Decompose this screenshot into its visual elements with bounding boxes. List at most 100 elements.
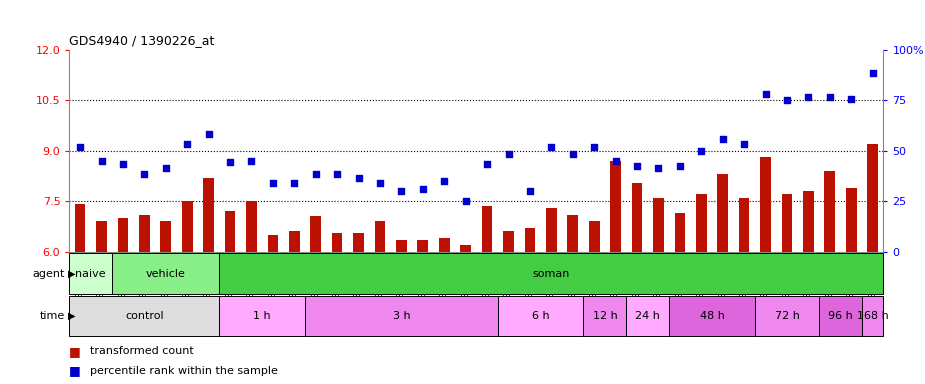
Point [287,180,302,186]
Point [329,171,344,177]
Bar [498,296,584,336]
Text: 24 h: 24 h [635,311,660,321]
Point [94,158,109,164]
Point [437,178,451,184]
Point [780,97,795,103]
Point [137,171,152,177]
Point [480,161,495,167]
Bar [696,194,707,252]
Text: vehicle: vehicle [146,268,186,279]
Bar [845,188,857,252]
Text: percentile rank within the sample: percentile rank within the sample [90,366,278,376]
Point [544,144,559,151]
Text: ▶: ▶ [68,311,76,321]
Bar [139,215,150,252]
Text: ▶: ▶ [68,268,76,279]
Point [630,163,645,169]
Point [223,159,238,166]
Text: 72 h: 72 h [774,311,799,321]
Point [394,188,409,194]
Bar [589,221,599,252]
Bar [396,240,407,252]
Bar [820,296,862,336]
Bar [669,296,755,336]
Point [308,171,323,177]
Text: 1 h: 1 h [253,311,271,321]
Bar [760,157,771,252]
Bar [610,161,621,252]
Bar [862,296,883,336]
Point [801,94,816,100]
Bar [112,253,219,294]
Bar [567,215,578,252]
Point [523,188,537,194]
Text: 3 h: 3 h [392,311,410,321]
Bar [267,235,278,252]
Text: GDS4940 / 1390226_at: GDS4940 / 1390226_at [69,34,215,47]
Text: ■: ■ [69,345,85,358]
Bar [117,218,129,252]
Point [672,163,687,169]
Bar [69,253,112,294]
Bar [824,171,835,252]
Text: transformed count: transformed count [90,346,193,356]
Point [116,161,130,167]
Point [565,151,580,157]
Point [458,198,473,204]
Bar [626,296,669,336]
Bar [225,211,235,252]
Point [202,131,216,137]
Bar [305,296,498,336]
Point [158,164,173,170]
Bar [632,183,642,252]
Text: 48 h: 48 h [699,311,724,321]
Point [715,136,730,142]
Bar [718,174,728,252]
Bar [803,191,814,252]
Bar [755,296,820,336]
Text: 96 h: 96 h [828,311,853,321]
Point [415,186,430,192]
Point [501,151,516,157]
Point [865,70,880,76]
Text: agent: agent [32,268,65,279]
Text: soman: soman [533,268,570,279]
Text: 6 h: 6 h [532,311,549,321]
Bar [503,232,514,252]
Bar [289,232,300,252]
Text: 12 h: 12 h [593,311,617,321]
Bar [75,205,85,252]
Point [651,164,666,170]
Text: naive: naive [76,268,106,279]
Point [586,144,601,151]
Point [844,96,858,102]
Bar [482,206,492,252]
Point [822,94,837,100]
Bar [182,201,192,252]
Bar [246,201,257,252]
Point [373,180,388,186]
Point [73,144,88,151]
Bar [96,221,107,252]
Bar [524,228,536,252]
Bar [219,253,883,294]
Bar [584,296,626,336]
Point [609,158,623,164]
Text: control: control [125,311,164,321]
Point [694,148,709,154]
Point [736,141,751,147]
Bar [868,144,878,252]
Text: time: time [40,311,65,321]
Point [758,91,773,97]
Bar [782,194,793,252]
Bar [438,238,450,252]
Bar [546,208,557,252]
Point [244,158,259,164]
Bar [204,178,214,252]
Bar [160,221,171,252]
Text: 168 h: 168 h [857,311,889,321]
Bar [69,296,219,336]
Bar [653,198,664,252]
Point [179,141,194,147]
Bar [739,198,749,252]
